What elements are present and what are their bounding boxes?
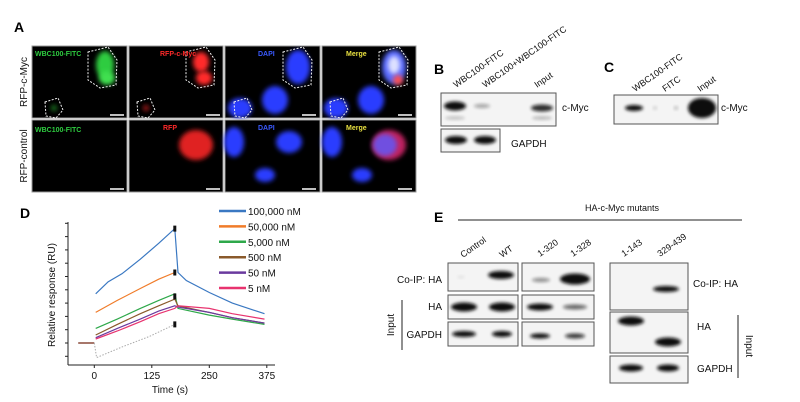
reference-line — [93, 323, 176, 359]
panel-d: D 0 125 250 375 100,000 nM 50,000 nM 5,000 nM… — [20, 205, 301, 396]
legend-label: 5,000 nM — [248, 238, 290, 249]
lane-label: FITC — [660, 74, 683, 94]
lane-label: 1-320 — [535, 237, 560, 258]
row-label-co-ip-ha: Co-IP: HA — [397, 275, 442, 286]
input-label-left: Input — [386, 314, 397, 336]
micrograph-merge-row1: Merge — [321, 45, 417, 119]
channel-label-merge: Merge — [346, 51, 367, 58]
panel-label-a: A — [14, 19, 24, 35]
channel-label-rfp-c-myc: RFP-c-Myc — [160, 51, 196, 58]
micrograph-dapi-row1: DAPI — [224, 45, 321, 119]
x-tick-label: 125 — [143, 371, 160, 382]
row-label-co-ip-ha-right: Co-IP: HA — [693, 279, 738, 290]
legend-label: 500 nM — [248, 253, 281, 264]
row-label-rfp-control: RFP-control — [19, 129, 30, 182]
lane-label: Input — [695, 74, 718, 94]
micrograph-rfp-c-myc-row1: RFP-c-Myc — [128, 45, 224, 119]
row-label-gapdh-right: GAPDH — [697, 364, 733, 375]
lane-label: 1-328 — [568, 237, 593, 258]
mutants-header: HA-c-Myc mutants — [585, 203, 660, 213]
micrograph-rfp-row2: RFP — [128, 119, 224, 193]
channel-label-dapi-row2: DAPI — [258, 125, 275, 132]
panel-label-b: B — [434, 61, 444, 77]
channel-label-dapi: DAPI — [258, 51, 275, 58]
panel-label-d: D — [20, 205, 30, 221]
input-label-right: Input — [743, 335, 754, 357]
micrograph-fitc-row2: WBC100-FITC — [31, 119, 128, 193]
x-axis-label: Time (s) — [152, 385, 188, 396]
legend-label: 100,000 nM — [248, 207, 301, 218]
lane-label: Control — [458, 235, 488, 260]
channel-label-fitc-row2: WBC100-FITC — [35, 127, 81, 134]
series-line-1 — [95, 271, 176, 313]
break-marker — [173, 293, 177, 300]
blot-gapdh — [440, 128, 501, 153]
series-line-5 — [95, 305, 265, 340]
channel-label-rfp: RFP — [163, 125, 177, 132]
row-label-rfp-c-myc: RFP-c-Myc — [19, 57, 30, 107]
x-tick-label: 0 — [92, 371, 98, 382]
break-marker — [173, 321, 177, 328]
series-line-4 — [95, 305, 265, 339]
panel-c: C WBC100-FITC FITC Input c-Myc — [604, 51, 748, 125]
lane-label: 329-439 — [655, 232, 688, 259]
x-tick-label: 250 — [201, 371, 218, 382]
panel-label-c: C — [604, 59, 614, 75]
micrograph-merge-row2: Merge — [321, 119, 417, 193]
lane-label: WT — [497, 243, 515, 260]
row-label-ha: HA — [428, 302, 442, 313]
legend-label: 50,000 nM — [248, 222, 295, 233]
lane-label: Input — [532, 70, 555, 90]
legend-label: 5 nM — [248, 284, 270, 295]
panel-a: A RFP-c-Myc RFP-control WBC100-FITC RFP-… — [14, 19, 417, 193]
channel-label-fitc: WBC100-FITC — [35, 51, 81, 58]
blot-label-c-myc: c-Myc — [562, 103, 589, 114]
panel-e: E HA-c-Myc mutants Control WT 1-320 1-32… — [386, 203, 754, 384]
micrograph-fitc-row1: WBC100-FITC — [31, 45, 128, 119]
blot-label-c-myc-c: c-Myc — [721, 103, 748, 114]
legend-label: 50 nM — [248, 269, 276, 280]
y-axis-label: Relative response (RU) — [47, 243, 58, 347]
sensorgram-chart: 0 125 250 375 100,000 nM 50,000 nM 5,000 nM 50… — [47, 207, 301, 396]
micrograph-dapi-row2: DAPI — [224, 119, 321, 193]
lane-label: 1-143 — [619, 237, 644, 258]
blot-label-gapdh: GAPDH — [511, 139, 547, 150]
break-marker — [173, 269, 177, 276]
x-tick-label: 375 — [258, 371, 275, 382]
panel-b: B WBC100-FITC WBC100+WBC100-FITC Input c… — [434, 24, 589, 153]
lane-label: WBC100-FITC — [630, 51, 684, 93]
row-label-gapdh: GAPDH — [406, 330, 442, 341]
panel-label-e: E — [434, 209, 443, 225]
break-marker — [173, 225, 177, 232]
row-label-ha-right: HA — [697, 322, 711, 333]
channel-label-merge-row2: Merge — [346, 125, 367, 132]
